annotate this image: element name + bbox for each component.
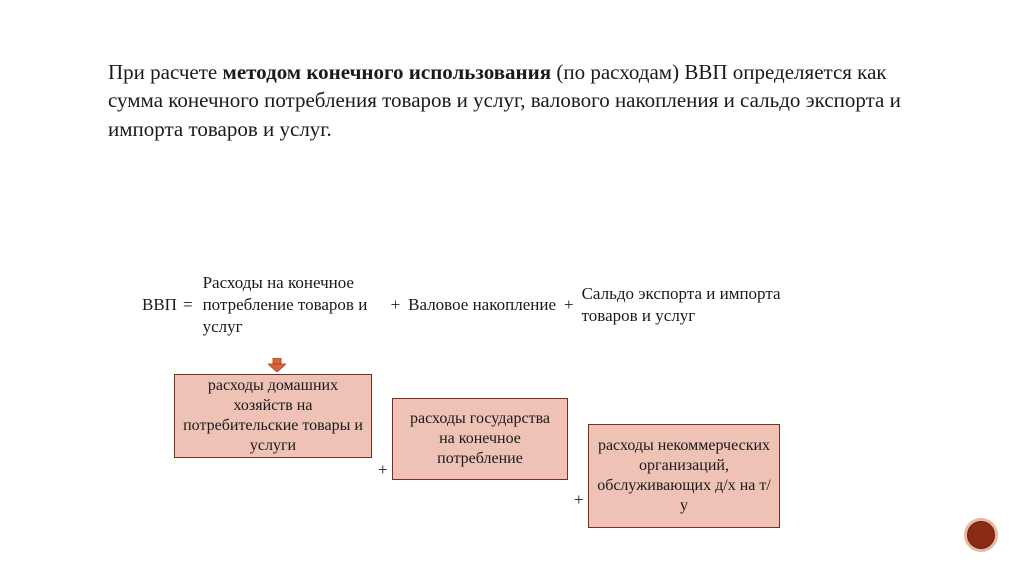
box-label: расходы домашних хозяйств на потребитель…: [183, 376, 363, 456]
intro-bold: методом конечного использования: [223, 60, 552, 84]
formula-term-2: Валовое накопление: [408, 294, 556, 316]
arrow-down-icon: [268, 358, 286, 372]
equals-sign: =: [183, 294, 193, 316]
plus-sign: +: [574, 490, 584, 510]
box-label: расходы государства на конечное потребле…: [401, 409, 559, 469]
formula-lhs: ВВП: [142, 294, 177, 316]
formula-term-3: Сальдо экспорта и импорта товаров и услу…: [582, 283, 782, 327]
expense-box-government: расходы государства на конечное потребле…: [392, 398, 568, 480]
intro-prefix: При расчете: [108, 60, 223, 84]
plus-sign: +: [556, 294, 582, 316]
plus-sign: +: [383, 294, 409, 316]
formula-row: ВВП = Расходы на конечное потребление то…: [142, 272, 782, 338]
expense-box-households: расходы домашних хозяйств на потребитель…: [174, 374, 372, 458]
intro-paragraph: При расчете методом конечного использова…: [108, 58, 908, 143]
formula-term-1: Расходы на конечное потребление товаров …: [203, 272, 383, 338]
plus-sign: +: [378, 460, 388, 480]
slide-number-badge: [964, 518, 998, 552]
expense-box-nonprofit: расходы некоммерческих организаций, обсл…: [588, 424, 780, 528]
box-label: расходы некоммерческих организаций, обсл…: [597, 436, 771, 516]
